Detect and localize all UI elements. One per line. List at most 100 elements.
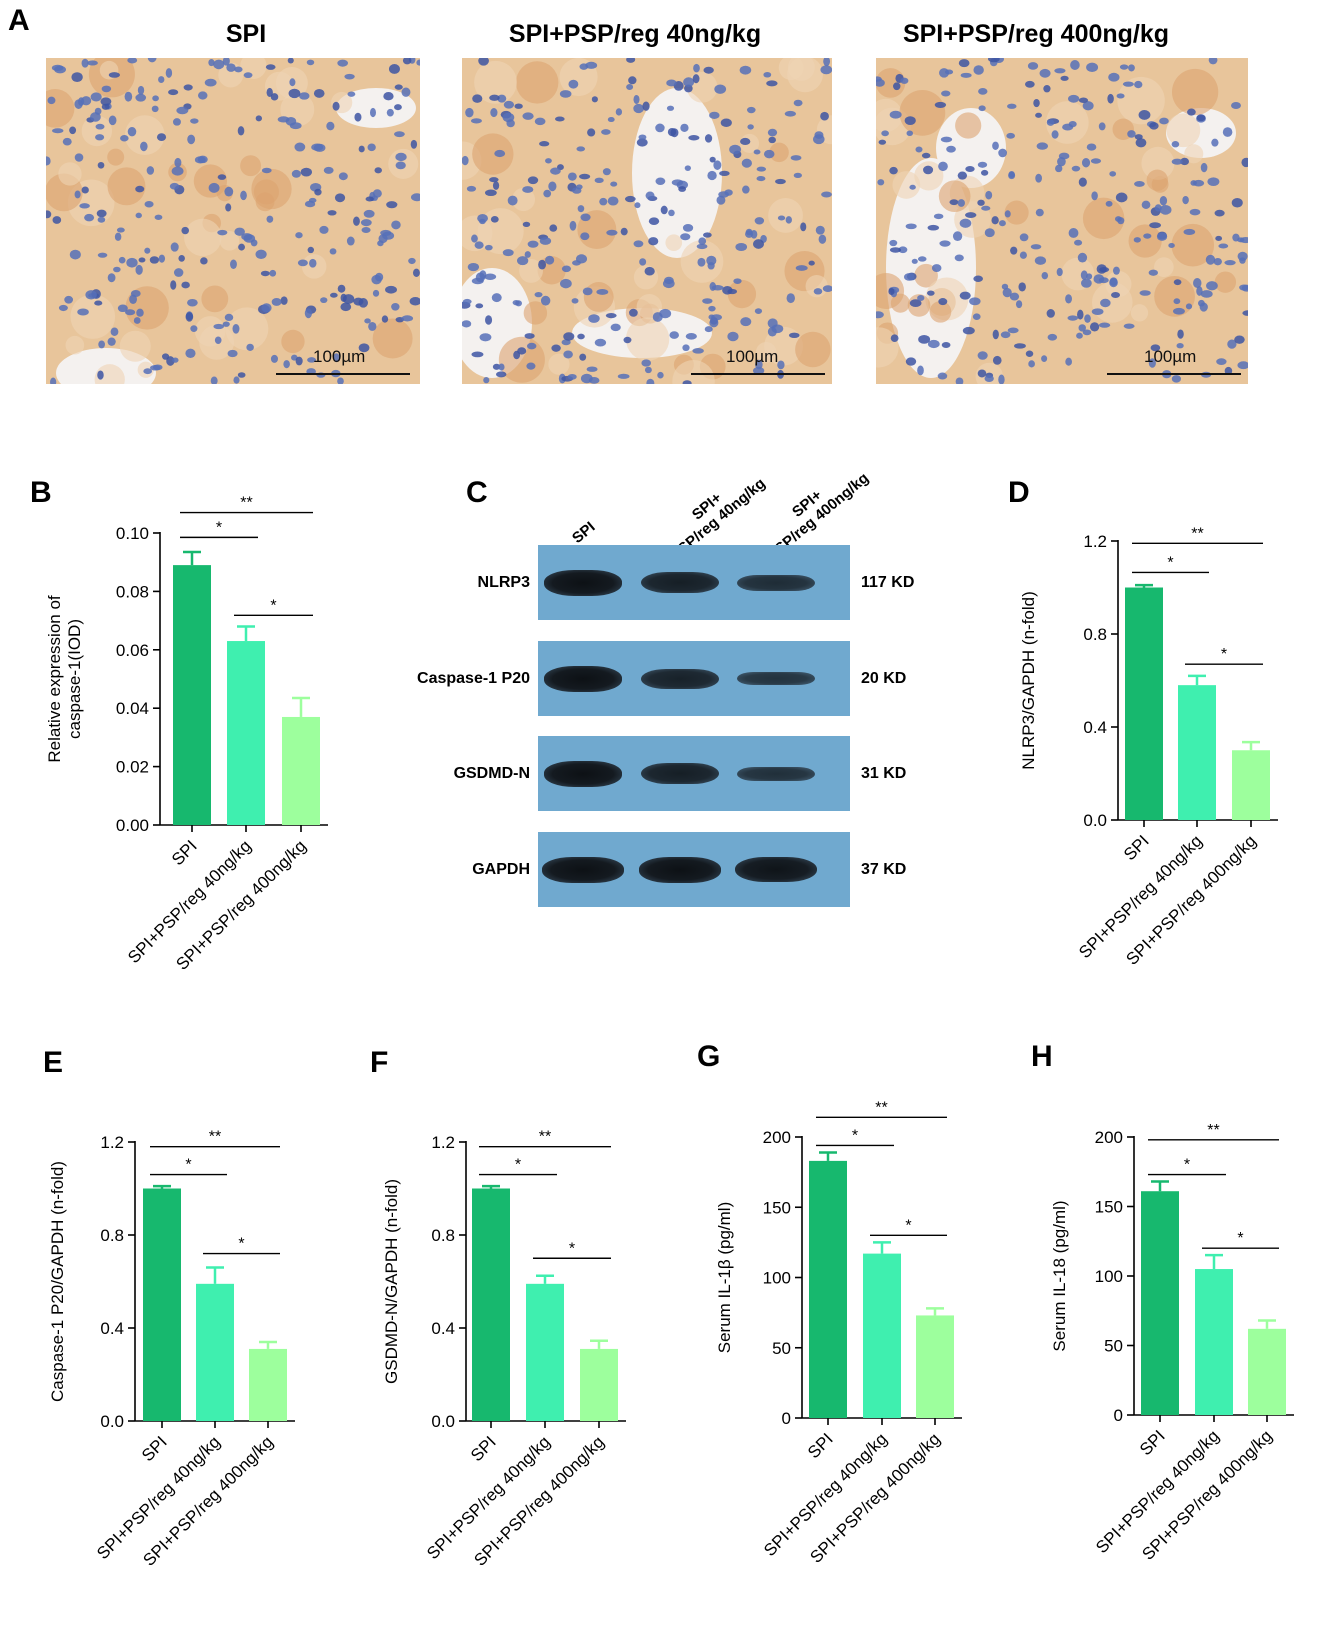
significance-label: ** (1207, 1122, 1219, 1139)
significance-label: * (515, 1157, 521, 1174)
y-tick-label: 0.4 (100, 1319, 124, 1338)
image-title-40: SPI+PSP/reg 40ng/kg (508, 20, 762, 48)
bar-2 (526, 1283, 564, 1421)
significance-label: ** (209, 1129, 221, 1146)
significance-label: * (852, 1127, 858, 1144)
y-tick-label: 1.2 (431, 1133, 455, 1152)
y-tick-label: 0.04 (116, 699, 149, 718)
scale-bar-2 (691, 373, 825, 375)
significance-label: * (1167, 554, 1173, 571)
significance-label: * (1221, 646, 1227, 663)
panel-letter-d: D (1008, 476, 1030, 509)
image-title-spi: SPI (225, 20, 267, 48)
scale-bar-3 (1107, 373, 1241, 375)
scale-bar-label-2: 100µm (726, 347, 779, 366)
x-tick-label: SPI (467, 1432, 500, 1465)
bar-3 (916, 1315, 954, 1418)
panel-letter-e: E (43, 1046, 64, 1079)
y-axis-label: Serum IL-1β (pg/ml) (715, 1202, 734, 1353)
significance-label: * (569, 1240, 575, 1257)
molecular-weight-label: 37 KD (861, 861, 907, 878)
y-tick-label: 1.2 (100, 1133, 124, 1152)
blot-band (641, 572, 719, 593)
bar-2 (227, 641, 265, 825)
bar-3 (1248, 1328, 1286, 1415)
molecular-weight-label: 31 KD (861, 765, 907, 782)
y-tick-label: 0.8 (1083, 625, 1107, 644)
y-tick-label: 0.0 (1083, 811, 1107, 830)
y-tick-label: 0.8 (431, 1226, 455, 1245)
y-tick-label: 1.2 (1083, 532, 1107, 551)
bar-3 (580, 1348, 618, 1421)
y-tick-label: 50 (1104, 1337, 1123, 1356)
x-tick-label: SPI (138, 1432, 171, 1465)
protein-label: NLRP3 (477, 574, 530, 591)
bar-2 (1195, 1269, 1233, 1415)
micrograph-texture (876, 58, 1248, 384)
y-tick-label: 0.10 (116, 524, 149, 543)
molecular-weight-label: 20 KD (861, 670, 907, 687)
blot-band (735, 857, 817, 882)
scale-bar-1 (276, 373, 410, 375)
significance-label: ** (240, 495, 252, 512)
blot-band (542, 856, 624, 883)
y-tick-label: 0.0 (431, 1412, 455, 1431)
significance-label: * (905, 1217, 911, 1234)
significance-label: * (185, 1157, 191, 1174)
image-title-400: SPI+PSP/reg 400ng/kg (902, 20, 1170, 48)
significance-label: * (1184, 1157, 1190, 1174)
y-axis-label: caspase-1(IOD) (65, 619, 84, 739)
bar-1 (472, 1188, 510, 1421)
y-tick-label: 0.4 (431, 1319, 455, 1338)
significance-label: ** (875, 1099, 887, 1116)
y-tick-label: 50 (772, 1339, 791, 1358)
bar-1 (173, 565, 211, 825)
x-tick-label: SPI (168, 836, 201, 869)
x-tick-label: SPI (1120, 831, 1153, 864)
significance-label: ** (1191, 525, 1203, 542)
micrograph-texture (46, 58, 420, 384)
blot-band (641, 668, 719, 689)
blot-band (737, 574, 815, 591)
blot-band (544, 665, 622, 692)
bar-3 (1232, 750, 1270, 820)
y-tick-label: 150 (763, 1198, 791, 1217)
protein-label: GAPDH (472, 861, 530, 878)
micrograph-spi (46, 58, 420, 384)
y-tick-label: 0 (782, 1409, 791, 1428)
x-tick-label: SPI (804, 1429, 837, 1462)
bar-1 (1125, 587, 1163, 820)
y-tick-label: 200 (1095, 1128, 1123, 1147)
protein-label: Caspase-1 P20 (417, 670, 530, 687)
y-axis-label: Serum IL-18 (pg/ml) (1050, 1200, 1069, 1351)
scale-bar-label-3: 100µm (1144, 347, 1197, 366)
y-tick-label: 0 (1114, 1406, 1123, 1425)
bar-1 (143, 1188, 181, 1421)
bar-2 (196, 1283, 234, 1421)
blot-band (544, 760, 622, 787)
y-axis-label: GSDMD-N/GAPDH (n-fold) (382, 1179, 401, 1384)
y-axis-label: Relative expression of (45, 595, 64, 763)
significance-label: ** (539, 1129, 551, 1146)
panel-letter-g: G (697, 1040, 721, 1073)
bar-1 (809, 1160, 847, 1418)
y-tick-label: 100 (763, 1269, 791, 1288)
panel-letter-a: A (8, 4, 30, 37)
y-axis-label: Caspase-1 P20/GAPDH (n-fold) (48, 1161, 67, 1402)
bar-2 (863, 1253, 901, 1418)
y-tick-label: 0.8 (100, 1226, 124, 1245)
micrograph-spi-400 (876, 58, 1248, 384)
blot-band (737, 766, 815, 781)
significance-label: * (216, 519, 222, 536)
chart-b: 0.00 0.02 0.04 0.06 0.08 0.10 Relative express… (45, 495, 328, 974)
bar-3 (249, 1348, 287, 1421)
y-tick-label: 0.06 (116, 641, 149, 660)
y-tick-label: 100 (1095, 1267, 1123, 1286)
protein-label: GSDMD-N (453, 765, 530, 782)
panel-letter-b: B (30, 476, 52, 509)
